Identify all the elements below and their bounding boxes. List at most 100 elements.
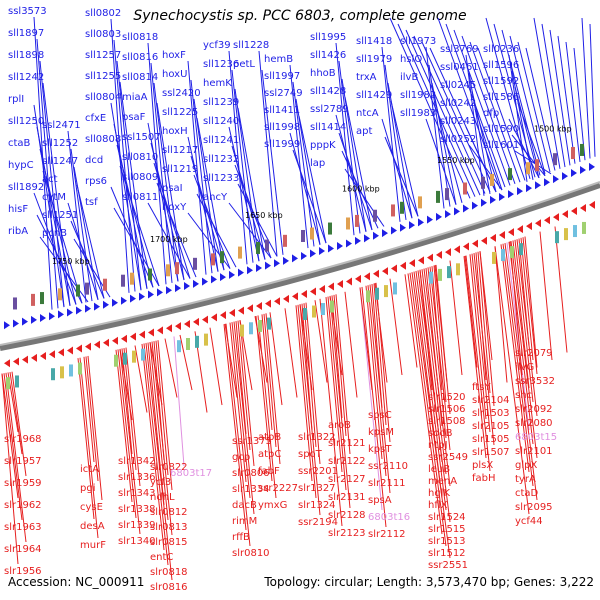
reverse-gene-arrow[interactable] <box>94 340 100 349</box>
gene-label[interactable]: desA <box>80 521 105 532</box>
gene-label[interactable]: sll1426 <box>310 50 346 61</box>
reverse-gene-arrow[interactable] <box>166 324 172 333</box>
gene-label[interactable]: ancY <box>203 192 228 203</box>
reverse-gene-arrow[interactable] <box>355 274 361 283</box>
gene-label[interactable]: ndhL <box>150 492 175 503</box>
gene-label[interactable]: slr0810 <box>232 548 270 559</box>
reverse-gene-arrow[interactable] <box>112 336 118 345</box>
gene-label[interactable]: sodB <box>428 428 453 439</box>
forward-gene-arrow[interactable] <box>148 290 154 299</box>
gene-label[interactable]: sll0236 <box>483 44 519 55</box>
gene-label[interactable]: sll0252 <box>440 134 476 145</box>
gene-label[interactable]: dcd <box>85 155 103 166</box>
gene-label[interactable]: fabF <box>258 466 280 477</box>
gene-label[interactable]: dfp <box>483 108 499 119</box>
gene-label[interactable]: slr0822 <box>150 462 188 473</box>
reverse-gene-arrow[interactable] <box>256 301 262 310</box>
forward-gene-arrow[interactable] <box>391 226 397 235</box>
gene-label[interactable]: ictA <box>80 464 99 475</box>
gene-label[interactable]: sll0804 <box>85 92 121 103</box>
gene-label[interactable]: hoxF <box>162 50 186 61</box>
gene-label[interactable]: ycf39 <box>203 40 231 51</box>
forward-gene-arrow[interactable] <box>526 184 532 193</box>
forward-gene-arrow[interactable] <box>436 212 442 221</box>
reverse-gene-arrow[interactable] <box>328 282 334 291</box>
gene-label[interactable]: slr1334 <box>232 484 270 495</box>
gene-label[interactable]: slr1336 <box>118 472 156 483</box>
gene-label[interactable]: atpC <box>258 449 281 460</box>
reverse-gene-arrow[interactable] <box>175 322 181 331</box>
gene-label[interactable]: act <box>42 174 58 185</box>
reverse-gene-arrow[interactable] <box>400 261 406 270</box>
reverse-gene-arrow[interactable] <box>58 348 64 357</box>
forward-gene-arrow[interactable] <box>481 198 487 207</box>
gene-label[interactable]: kpsT <box>368 444 392 455</box>
forward-gene-arrow[interactable] <box>400 223 406 232</box>
gene-label[interactable]: sll1250 <box>8 116 44 127</box>
forward-gene-arrow[interactable] <box>175 284 181 293</box>
gene-label[interactable]: slr1524 <box>428 512 466 523</box>
gene-label[interactable]: hoxU <box>162 69 187 80</box>
reverse-gene-arrow[interactable] <box>139 330 145 339</box>
forward-gene-arrow[interactable] <box>157 288 163 297</box>
gene-label[interactable]: slr1505 <box>472 434 510 445</box>
gene-label[interactable]: ssr1375 <box>232 436 272 447</box>
gene-label[interactable]: tsf <box>85 197 98 208</box>
gene-label[interactable]: sll1240 <box>203 116 239 127</box>
forward-gene-arrow[interactable] <box>553 175 559 184</box>
gene-label[interactable]: sll1592 <box>483 76 519 87</box>
reverse-gene-arrow[interactable] <box>589 200 595 209</box>
gene-label[interactable]: slr1515 <box>428 524 466 535</box>
gene-label[interactable]: sll1232 <box>203 154 239 165</box>
gene-label[interactable]: ymxG <box>258 500 287 511</box>
reverse-gene-arrow[interactable] <box>553 213 559 222</box>
gene-label[interactable]: sll1241 <box>203 135 239 146</box>
forward-gene-arrow[interactable] <box>310 249 316 258</box>
forward-gene-arrow[interactable] <box>445 210 451 219</box>
gene-label[interactable]: sll0808 <box>85 134 121 145</box>
reverse-gene-arrow[interactable] <box>247 304 253 313</box>
reverse-gene-arrow[interactable] <box>301 289 307 298</box>
reverse-gene-arrow[interactable] <box>31 353 37 362</box>
gene-label[interactable]: ctaB <box>8 138 31 149</box>
gene-label[interactable]: psaF <box>122 112 146 123</box>
gene-label[interactable]: kpsM <box>368 427 394 438</box>
gene-label[interactable]: psaI <box>162 183 183 194</box>
gene-label[interactable]: slr1507 <box>472 447 510 458</box>
gene-label[interactable]: pppK <box>310 140 336 151</box>
reverse-gene-arrow[interactable] <box>85 342 91 351</box>
gene-label[interactable]: ssr2110 <box>368 461 408 472</box>
gene-label[interactable]: murF <box>80 540 106 551</box>
forward-gene-arrow[interactable] <box>463 204 469 213</box>
gene-label[interactable]: slr0806 <box>232 468 270 479</box>
gene-label[interactable]: slr2121 <box>328 438 366 449</box>
gene-label[interactable]: slr2105 <box>472 421 510 432</box>
forward-gene-arrow[interactable] <box>580 165 586 174</box>
gene-label[interactable]: atpB <box>258 432 281 443</box>
gene-label[interactable]: sll1982 <box>400 90 436 101</box>
gene-label[interactable]: sll1999 <box>264 139 300 150</box>
gene-label[interactable]: slr2131 <box>328 492 366 503</box>
gene-label[interactable]: sll1217 <box>162 145 198 156</box>
gene-label[interactable]: sll1247 <box>42 156 78 167</box>
forward-gene-arrow[interactable] <box>319 247 325 256</box>
forward-gene-arrow[interactable] <box>31 315 37 324</box>
gene-label[interactable]: ilvG <box>515 362 534 373</box>
gene-label[interactable]: slr1959 <box>4 478 42 489</box>
gene-label[interactable]: ssl2471 <box>42 120 81 131</box>
gene-label[interactable]: slr0816 <box>150 582 188 593</box>
gene-label[interactable]: spoT <box>298 449 323 460</box>
forward-gene-arrow[interactable] <box>328 244 334 253</box>
gene-label[interactable]: ssl3573 <box>8 6 47 17</box>
gene-label[interactable]: slr2128 <box>328 510 366 521</box>
gene-label[interactable]: ribA <box>8 226 28 237</box>
gene-label[interactable]: rffB <box>232 532 250 543</box>
gene-label[interactable]: slr2080 <box>515 418 553 429</box>
forward-gene-arrow[interactable] <box>103 300 109 309</box>
reverse-gene-arrow[interactable] <box>391 264 397 273</box>
gene-label[interactable]: ycf44 <box>515 516 543 527</box>
forward-gene-arrow[interactable] <box>382 229 388 238</box>
reverse-gene-arrow[interactable] <box>517 225 523 234</box>
gene-label[interactable]: lap <box>310 158 325 169</box>
reverse-gene-arrow[interactable] <box>571 207 577 216</box>
